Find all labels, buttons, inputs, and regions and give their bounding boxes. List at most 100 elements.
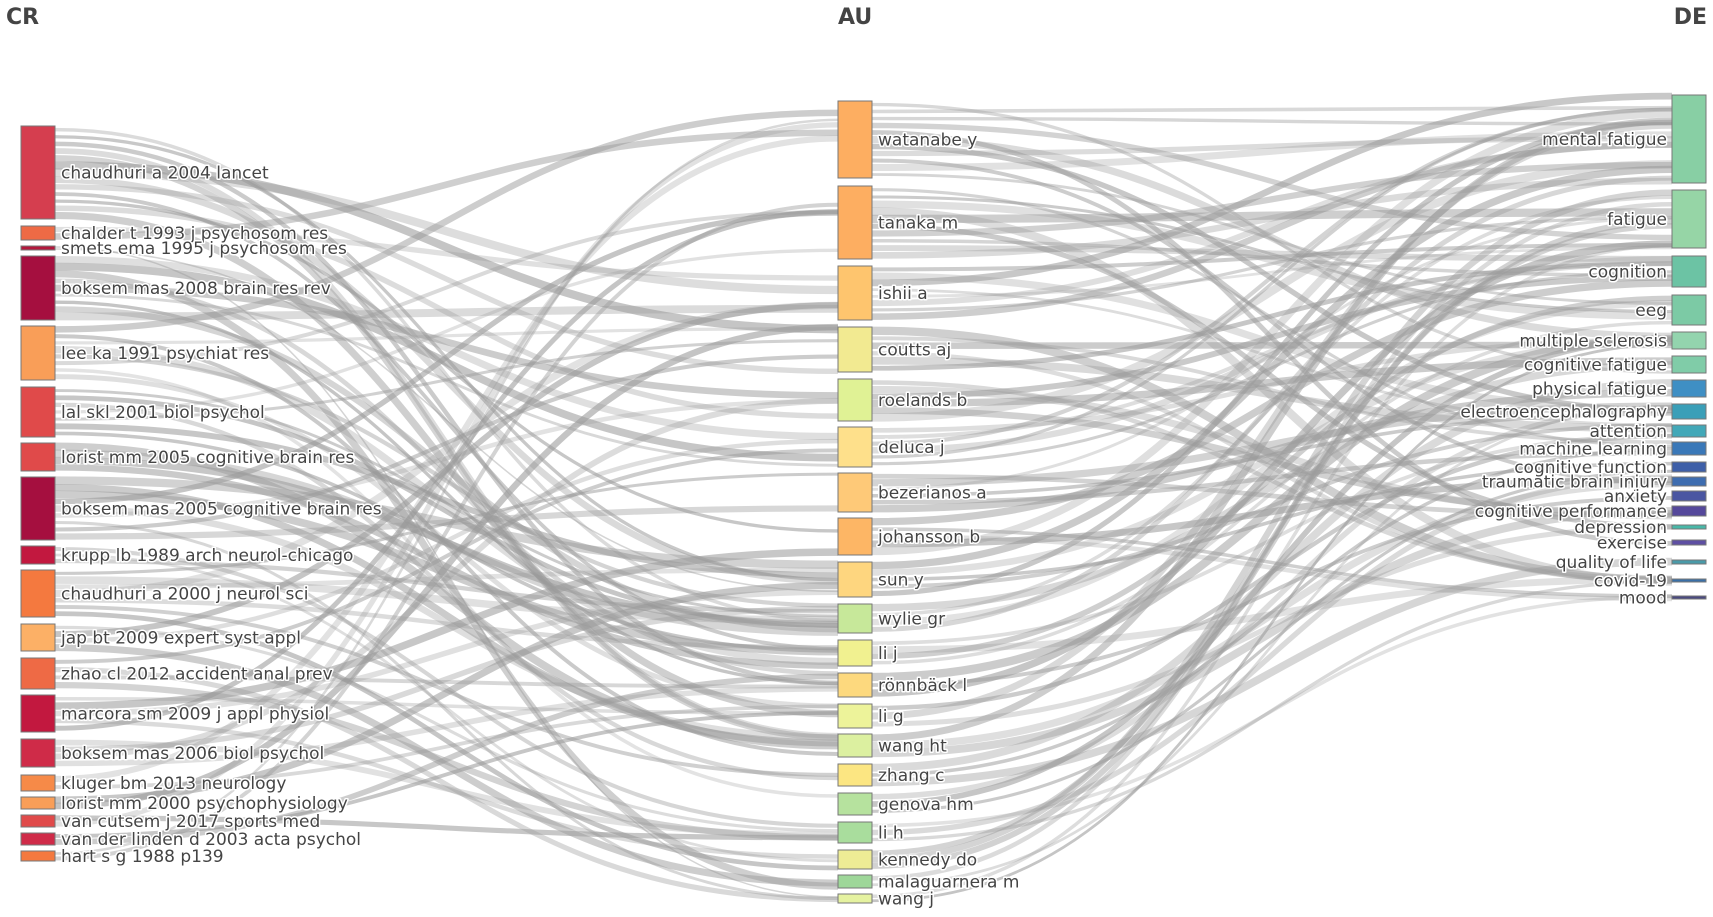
node-bar[interactable]: [837, 517, 873, 556]
node-bar[interactable]: [837, 326, 873, 373]
node-de-eeg[interactable]: eeg: [1634, 294, 1707, 326]
node-bar[interactable]: [20, 569, 56, 618]
node-bar[interactable]: [1671, 379, 1707, 398]
node-bar[interactable]: [837, 561, 873, 598]
node-bar[interactable]: [20, 245, 56, 251]
node-bar[interactable]: [837, 703, 873, 729]
node-bar[interactable]: [20, 476, 56, 541]
node-de-mood[interactable]: mood: [1617, 587, 1707, 610]
node-cr-lal-skl-2001-biol-psychol[interactable]: lal skl 2001 biol psychol: [20, 386, 266, 438]
node-bar[interactable]: [837, 792, 873, 816]
node-bar[interactable]: [20, 814, 56, 828]
node-bar[interactable]: [837, 100, 873, 179]
node-bar[interactable]: [1671, 403, 1707, 420]
node-au-coutts-aj[interactable]: coutts aj: [837, 326, 953, 373]
node-bar[interactable]: [1671, 461, 1707, 473]
node-au-zhang-c[interactable]: zhang c: [837, 763, 946, 788]
node-bar[interactable]: [837, 733, 873, 758]
node-de-cognition[interactable]: cognition: [1587, 255, 1707, 288]
node-bar[interactable]: [1671, 578, 1707, 583]
node-bar[interactable]: [1671, 490, 1707, 502]
node-bar[interactable]: [837, 763, 873, 787]
node-bar[interactable]: [837, 893, 873, 904]
node-de-multiple-sclerosis[interactable]: multiple sclerosis: [1518, 330, 1707, 353]
node-bar[interactable]: [1671, 331, 1707, 350]
node-bar[interactable]: [1671, 595, 1707, 600]
node-cr-kluger-bm-2013-neurology[interactable]: kluger bm 2013 neurology: [20, 773, 288, 796]
node-de-exercise[interactable]: exercise: [1595, 532, 1707, 555]
node-cr-lorist-mm-2005-cognitive-brain-res[interactable]: lorist mm 2005 cognitive brain res: [20, 442, 356, 472]
node-bar[interactable]: [20, 623, 56, 652]
node-cr-smets-ema-1995-j-psychosom-res[interactable]: smets ema 1995 j psychosom res: [20, 238, 348, 261]
node-de-electroencephalography[interactable]: electroencephalography: [1459, 401, 1707, 424]
node-de-depression[interactable]: depression: [1573, 517, 1707, 540]
node-bar[interactable]: [837, 472, 873, 513]
node-au-kennedy-do[interactable]: kennedy do: [837, 849, 979, 872]
node-cr-chaudhuri-a-2004-lancet[interactable]: chaudhuri a 2004 lancet: [20, 125, 270, 220]
node-cr-zhao-cl-2012-accident-anal-prev[interactable]: zhao cl 2012 accident anal prev: [20, 657, 334, 690]
node-bar[interactable]: [1671, 94, 1707, 184]
node-bar[interactable]: [20, 255, 56, 321]
node-bar[interactable]: [20, 796, 56, 810]
node-de-quality-of-life[interactable]: quality of life: [1554, 552, 1707, 575]
node-cr-boksem-mas-2008-brain-res-rev[interactable]: boksem mas 2008 brain res rev: [20, 255, 332, 321]
node-cr-chalder-t-1993-j-psychosom-res[interactable]: chalder t 1993 j psychosom res: [20, 223, 330, 246]
node-au-sun-y[interactable]: sun y: [837, 561, 925, 598]
node-bar[interactable]: [1671, 189, 1707, 249]
node-cr-jap-bt-2009-expert-syst-appl[interactable]: jap bt 2009 expert syst appl: [20, 623, 302, 652]
node-bar[interactable]: [837, 639, 873, 667]
node-bar[interactable]: [1671, 294, 1707, 326]
node-au-johansson-b[interactable]: johansson b: [837, 517, 982, 556]
node-de-anxiety[interactable]: anxiety: [1602, 486, 1707, 509]
node-bar[interactable]: [837, 874, 873, 889]
node-bar[interactable]: [1671, 476, 1707, 487]
node-de-attention[interactable]: attention: [1588, 421, 1707, 444]
node-au-li-j[interactable]: li j: [837, 639, 899, 667]
node-de-mental-fatigue[interactable]: mental fatigue: [1541, 94, 1707, 184]
node-au-roelands-b[interactable]: roelands b: [837, 378, 969, 422]
node-bar[interactable]: [20, 125, 56, 220]
node-au-wang-ht[interactable]: wang ht: [837, 733, 949, 758]
node-bar[interactable]: [20, 386, 56, 438]
node-bar[interactable]: [1671, 524, 1707, 530]
node-bar[interactable]: [20, 832, 56, 846]
node-cr-hart-s-g-1988-p139[interactable]: hart s g 1988 p139: [20, 846, 225, 869]
node-au-malaguarnera-m[interactable]: malaguarnera m: [837, 871, 1021, 894]
node-au-wylie-gr[interactable]: wylie gr: [837, 603, 947, 634]
node-bar[interactable]: [1671, 505, 1707, 517]
node-bar[interactable]: [1671, 355, 1707, 374]
node-bar[interactable]: [20, 225, 56, 241]
node-bar[interactable]: [20, 545, 56, 565]
node-bar[interactable]: [837, 185, 873, 260]
node-bar[interactable]: [20, 738, 56, 768]
node-cr-boksem-mas-2005-cognitive-brain-res[interactable]: boksem mas 2005 cognitive brain res: [20, 476, 383, 541]
node-bar[interactable]: [1671, 441, 1707, 456]
node-au-ishii-a[interactable]: ishii a: [837, 265, 929, 321]
node-au-tanaka-m[interactable]: tanaka m: [837, 185, 960, 260]
node-de-machine-learning[interactable]: machine learning: [1518, 438, 1707, 461]
node-cr-chaudhuri-a-2000-j-neurol-sci[interactable]: chaudhuri a 2000 j neurol sci: [20, 569, 310, 618]
node-cr-krupp-lb-1989-arch-neurol-chicago[interactable]: krupp lb 1989 arch neurol-chicago: [20, 545, 355, 568]
node-au-li-g[interactable]: li g: [837, 703, 905, 729]
node-au-watanabe-y[interactable]: watanabe y: [837, 100, 979, 179]
node-de-physical-fatigue[interactable]: physical fatigue: [1531, 378, 1707, 401]
node-bar[interactable]: [1671, 255, 1707, 288]
node-au-wang-j[interactable]: wang j: [837, 888, 936, 911]
node-bar[interactable]: [837, 378, 873, 422]
node-au-li-h[interactable]: li h: [837, 821, 905, 845]
node-bar[interactable]: [20, 774, 56, 792]
node-cr-van-der-linden-d-2003-acta-psychol[interactable]: van der linden d 2003 acta psychol: [20, 829, 363, 852]
node-bar[interactable]: [837, 426, 873, 468]
node-de-cognitive-fatigue[interactable]: cognitive fatigue: [1522, 354, 1707, 377]
node-bar[interactable]: [1671, 539, 1707, 546]
node-bar[interactable]: [20, 442, 56, 472]
node-cr-lorist-mm-2000-psychophysiology[interactable]: lorist mm 2000 psychophysiology: [20, 793, 349, 816]
node-bar[interactable]: [1671, 424, 1707, 438]
node-bar[interactable]: [20, 325, 56, 381]
node-bar[interactable]: [837, 265, 873, 321]
node-de-cognitive-performance[interactable]: cognitive performance: [1473, 501, 1707, 524]
node-de-fatigue[interactable]: fatigue: [1606, 189, 1707, 249]
node-au-genova-hm[interactable]: genova hm: [837, 792, 975, 817]
node-de-covid-19[interactable]: covid-19: [1592, 570, 1707, 593]
node-bar[interactable]: [837, 849, 873, 870]
